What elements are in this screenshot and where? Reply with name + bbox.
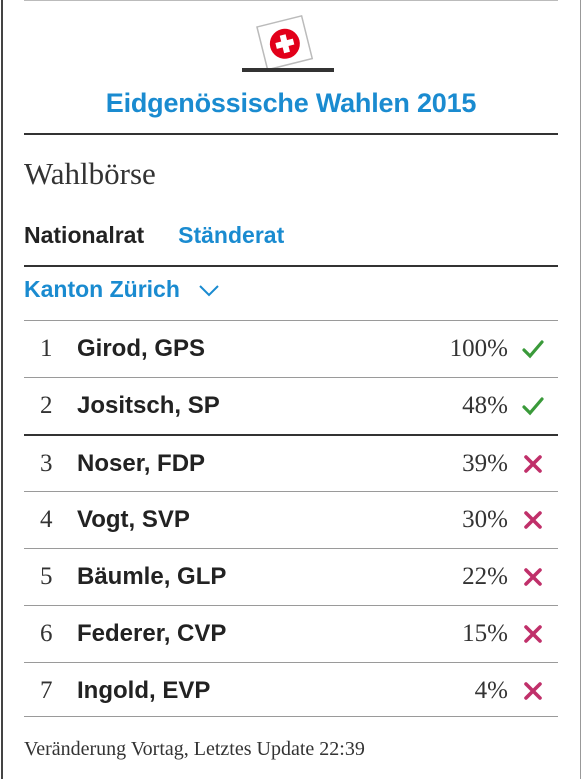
title-divider — [24, 133, 558, 135]
candidate-rank: 5 — [40, 563, 53, 590]
table-row: 5 Bäumle, GLP 22% — [24, 548, 558, 605]
table-row: 2 Jositsch, SP 48% — [24, 377, 558, 434]
candidate-name: Bäumle, GLP — [77, 563, 227, 590]
candidate-name: Girod, GPS — [77, 335, 206, 362]
page-title: Eidgenössische Wahlen 2015 — [105, 88, 477, 118]
candidate-percentage: 22% — [462, 563, 508, 590]
candidate-percentage: 30% — [462, 506, 508, 533]
table-row: 4 Vogt, SVP 30% — [24, 491, 558, 548]
candidate-percentage: 48% — [462, 392, 508, 419]
candidate-percentage: 15% — [462, 620, 508, 647]
region-dropdown-label: Kanton Zürich — [24, 276, 180, 302]
candidate-rank: 4 — [40, 506, 53, 533]
candidate-rank: 2 — [40, 392, 53, 419]
candidate-rank: 7 — [40, 677, 53, 704]
cross-icon — [508, 549, 558, 605]
table-row: 1 Girod, GPS 100% — [24, 320, 558, 377]
candidate-percentage: 39% — [462, 449, 508, 477]
candidate-percentage: 100% — [449, 335, 508, 362]
region-dropdown[interactable]: Kanton Zürich — [24, 276, 220, 303]
table-row: 6 Federer, CVP 15% — [24, 605, 558, 662]
candidate-rank: 1 — [40, 335, 53, 362]
table-row: 7 Ingold, EVP 4% — [24, 662, 558, 719]
checkmark-icon — [508, 321, 558, 377]
candidate-name: Jositsch, SP — [77, 392, 220, 419]
tab-staenderat[interactable]: Ständerat — [178, 222, 285, 248]
cross-icon — [508, 663, 558, 719]
tabs-divider — [24, 265, 558, 267]
table-bottom-divider — [24, 716, 558, 717]
tab-bar: Nationalrat Ständerat — [24, 222, 284, 249]
candidate-rank: 6 — [40, 620, 53, 647]
cross-icon — [508, 606, 558, 662]
results-table: 1 Girod, GPS 100% 2 Jositsch, SP 48% 3 Noser, F… — [24, 320, 558, 719]
cross-icon — [508, 436, 558, 491]
candidate-name: Noser, FDP — [77, 449, 206, 477]
top-divider — [24, 0, 558, 1]
chevron-down-icon — [199, 284, 219, 296]
checkmark-icon — [508, 378, 558, 434]
candidate-rank: 3 — [40, 449, 53, 477]
section-title: Wahlbörse — [24, 156, 156, 191]
cross-icon — [508, 492, 558, 548]
candidate-percentage: 4% — [474, 677, 508, 704]
update-note: Veränderung Vortag, Letztes Update 22:39 — [24, 738, 365, 760]
tab-nationalrat[interactable]: Nationalrat — [24, 222, 145, 248]
candidate-name: Federer, CVP — [77, 620, 227, 647]
candidate-name: Ingold, EVP — [77, 677, 211, 704]
ballot-box-swiss-flag-icon — [242, 14, 334, 72]
table-row: 3 Noser, FDP 39% — [24, 434, 558, 491]
candidate-name: Vogt, SVP — [77, 506, 190, 533]
